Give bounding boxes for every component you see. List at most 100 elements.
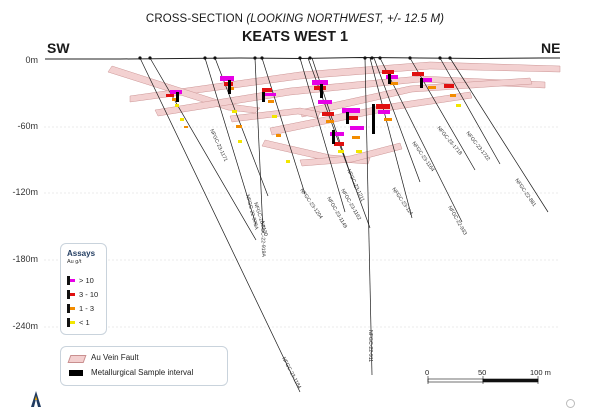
feature-legend: Au Vein Fault Metallurgical Sample inter…: [60, 346, 228, 386]
assay-bar-trace: [180, 118, 184, 121]
assay-swatch: [67, 318, 75, 327]
collar: [213, 56, 217, 60]
collar: [138, 56, 142, 60]
assay-bar-low: [326, 120, 334, 123]
assay-swatch: [67, 304, 75, 313]
met-sample-interval: [332, 130, 335, 144]
title-main: CROSS-SECTION: [145, 13, 244, 25]
hole-label-1722: NFGC-23-1722: [464, 131, 491, 163]
drill-hole-trace: [369, 57, 413, 219]
drill-hole-trace: [299, 57, 346, 213]
collar: [253, 56, 257, 60]
assay-bar-mid: [346, 116, 358, 120]
collar: [203, 56, 207, 60]
feature-legend-item: Au Vein Fault: [67, 353, 224, 365]
drill-hole-trace: [373, 57, 421, 183]
met-sample-interval: [176, 92, 179, 102]
assay-bar-high: [330, 132, 344, 136]
hole-label-933: NFGC-22-933: [446, 205, 468, 236]
collar: [370, 56, 374, 60]
assay-bar-mid: [382, 70, 394, 74]
topography-line: [45, 56, 560, 60]
assay-bar-mid: [334, 142, 344, 146]
collar: [448, 56, 452, 60]
assay-bar-mid: [322, 112, 334, 116]
assay-legend-label: 3 - 10: [79, 290, 99, 299]
scale-label-50: 50: [478, 368, 487, 377]
company-logo-icon: [31, 391, 41, 407]
assay-bar-trace: [286, 160, 290, 163]
collar: [308, 56, 312, 60]
vein-fault: [299, 77, 533, 118]
vein-fault: [299, 142, 403, 167]
met-sample-interval: [346, 112, 349, 124]
assay-legend-unit: Au g/t: [67, 259, 82, 265]
collar: [260, 56, 264, 60]
vein-fault: [154, 75, 546, 117]
hole-label-1164: NFGC-23-1164: [410, 141, 435, 173]
hole-label-1718: NFGC-23-1718: [435, 125, 462, 156]
assay-legend-item: < 1: [66, 317, 106, 327]
collar: [148, 56, 152, 60]
assay-legend-item: 1 - 3: [66, 303, 106, 313]
depth-tick-120: -120m: [12, 187, 38, 197]
assay-bar-trace: [356, 150, 362, 153]
collar: [363, 56, 367, 60]
assay-bar-low: [352, 136, 360, 139]
scale-bar: [427, 376, 539, 384]
met-sample-interval: [228, 80, 231, 94]
assay-bar-high: [312, 80, 328, 85]
assay-bar-high: [350, 126, 364, 130]
section-title: CROSS-SECTION (LOOKING NORTHWEST, +/- 12…: [0, 13, 590, 25]
title-sub: (LOOKING NORTHWEST, +/- 12.5 M): [246, 13, 445, 25]
hole-label-1149: NFGC-23-1149: [325, 196, 348, 229]
assay-bar-low: [450, 94, 456, 97]
drill-hole-trace: [449, 57, 549, 213]
assay-bar-trace: [272, 115, 277, 118]
assay-legend-label: 1 - 3: [79, 304, 95, 313]
assay-swatch: [67, 290, 75, 299]
met-sample-interval: [372, 104, 375, 134]
assay-bar-mid: [262, 88, 272, 92]
drill-hole-trace: [261, 57, 306, 195]
assay-bar-low: [276, 134, 281, 137]
scale-label-100: 100 m: [530, 368, 551, 377]
hole-label-911: NFGC-22-911: [367, 330, 373, 362]
feature-legend-label: Au Vein Fault: [91, 353, 139, 362]
section-subtitle: KEATS WEST 1: [241, 29, 349, 45]
assay-legend-item: > 10: [66, 275, 106, 285]
assay-bar-high: [342, 108, 360, 113]
collar: [438, 56, 442, 60]
depth-tick-0: 0m: [25, 55, 38, 65]
met-sample-intervals: [176, 74, 423, 144]
drill-hole-trace: [409, 57, 476, 171]
assay-bar-low: [236, 125, 242, 128]
assay-legend-label: < 1: [79, 318, 90, 327]
depth-tick-240: -240m: [12, 321, 38, 331]
depth-gridlines: [44, 126, 560, 328]
met-sample-interval: [262, 92, 265, 102]
drill-hole-trace: [379, 57, 463, 223]
feature-legend-label: Metallurgical Sample interval: [91, 368, 194, 377]
drill-hole-trace: [204, 57, 257, 226]
hole-label-114: NFGC-23-114: [390, 187, 413, 217]
vein-fault-swatch: [67, 355, 87, 363]
assay-bar-low: [428, 86, 436, 89]
assay-bar-trace: [232, 110, 237, 113]
direction-ne-label: NE: [541, 40, 561, 56]
drill-hole-trace: [364, 57, 373, 376]
assay-bar-high: [420, 78, 432, 82]
drill-hole-traces: [139, 57, 549, 393]
assay-legend-title: Assays: [67, 249, 96, 258]
assay-bar-low: [172, 98, 178, 101]
assay-bar-trace: [338, 150, 344, 153]
hole-label-1171: NFGC-23-1171: [208, 128, 228, 162]
drill-hole-labels: NFGC-23-1171 NFGC-22-978A NFGC-23-1130 N…: [208, 125, 537, 390]
drill-hole-trace: [254, 57, 264, 233]
drill-collars: [138, 56, 452, 60]
assay-bar-low: [184, 126, 188, 128]
collar: [408, 56, 412, 60]
assay-legend: Assays Au g/t > 10 3 - 10 1 - 3 < 1: [60, 243, 107, 335]
met-sample-interval: [420, 78, 423, 88]
